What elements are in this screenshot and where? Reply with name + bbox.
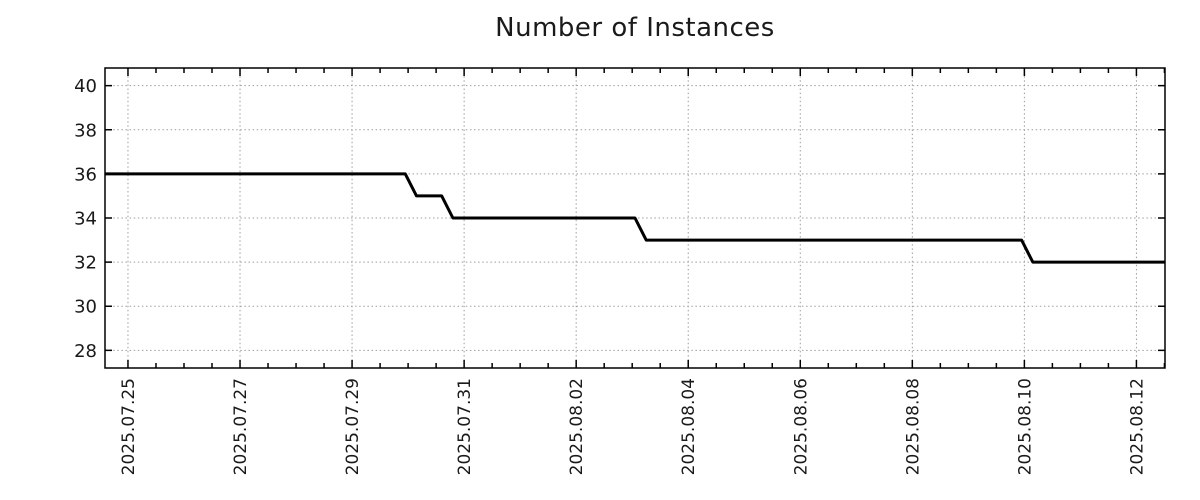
x-tick-label: 2025.08.12: [1127, 378, 1147, 475]
y-tick-label: 32: [74, 253, 97, 274]
chart-title: Number of Instances: [495, 13, 775, 43]
y-tick-label: 38: [74, 120, 97, 141]
x-tick-label: 2025.08.04: [679, 378, 699, 475]
x-tick-label: 2025.08.08: [903, 378, 923, 475]
y-tick-label: 36: [74, 164, 97, 185]
x-tick-label: 2025.08.06: [791, 378, 811, 475]
y-tick-label: 40: [74, 76, 97, 97]
x-tick-label: 2025.08.10: [1015, 378, 1035, 475]
y-tick-label: 28: [74, 341, 97, 362]
y-tick-label: 30: [74, 297, 97, 318]
x-tick-label: 2025.07.27: [231, 378, 251, 475]
x-tick-label: 2025.07.31: [455, 378, 475, 475]
y-tick-label: 34: [74, 209, 97, 230]
x-tick-label: 2025.08.02: [567, 378, 587, 475]
x-tick-label: 2025.07.29: [343, 378, 363, 475]
plot-border: [104, 67, 1166, 369]
x-tick-label: 2025.07.25: [119, 378, 139, 475]
series-line: [105, 172, 1165, 264]
